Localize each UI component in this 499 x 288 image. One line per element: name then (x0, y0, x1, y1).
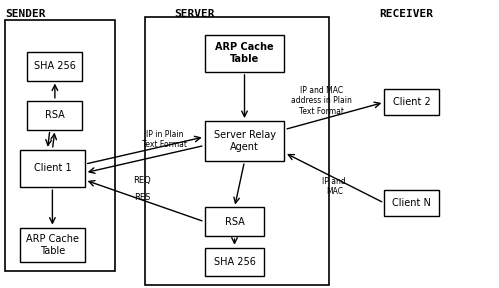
Text: SERVER: SERVER (175, 9, 215, 19)
FancyBboxPatch shape (384, 190, 439, 216)
Text: RES: RES (134, 193, 150, 202)
Text: IP and
MAC: IP and MAC (322, 177, 346, 196)
Text: IP in Plain
Text Format: IP in Plain Text Format (142, 130, 187, 149)
Text: SHA 256: SHA 256 (34, 61, 76, 71)
Text: ARP Cache
Table: ARP Cache Table (26, 234, 79, 256)
Text: SHA 256: SHA 256 (214, 257, 255, 267)
FancyBboxPatch shape (20, 228, 85, 262)
FancyBboxPatch shape (384, 89, 439, 115)
Text: IP and MAC
address in Plain
Text Format: IP and MAC address in Plain Text Format (291, 86, 352, 116)
Text: RSA: RSA (45, 110, 65, 120)
Text: Client 2: Client 2 (393, 97, 431, 107)
FancyBboxPatch shape (205, 121, 284, 161)
FancyBboxPatch shape (205, 207, 264, 236)
FancyBboxPatch shape (205, 248, 264, 276)
FancyBboxPatch shape (27, 52, 82, 81)
Text: Client 1: Client 1 (33, 164, 71, 173)
FancyBboxPatch shape (205, 35, 284, 72)
Text: RECEIVER: RECEIVER (379, 9, 433, 19)
Text: Server Relay
Agent: Server Relay Agent (214, 130, 275, 152)
FancyBboxPatch shape (27, 101, 82, 130)
Text: SENDER: SENDER (5, 9, 45, 19)
Text: RSA: RSA (225, 217, 245, 227)
Text: ARP Cache
Table: ARP Cache Table (215, 43, 274, 64)
Text: REQ: REQ (133, 175, 151, 185)
FancyBboxPatch shape (20, 150, 85, 187)
Text: Client N: Client N (392, 198, 431, 208)
